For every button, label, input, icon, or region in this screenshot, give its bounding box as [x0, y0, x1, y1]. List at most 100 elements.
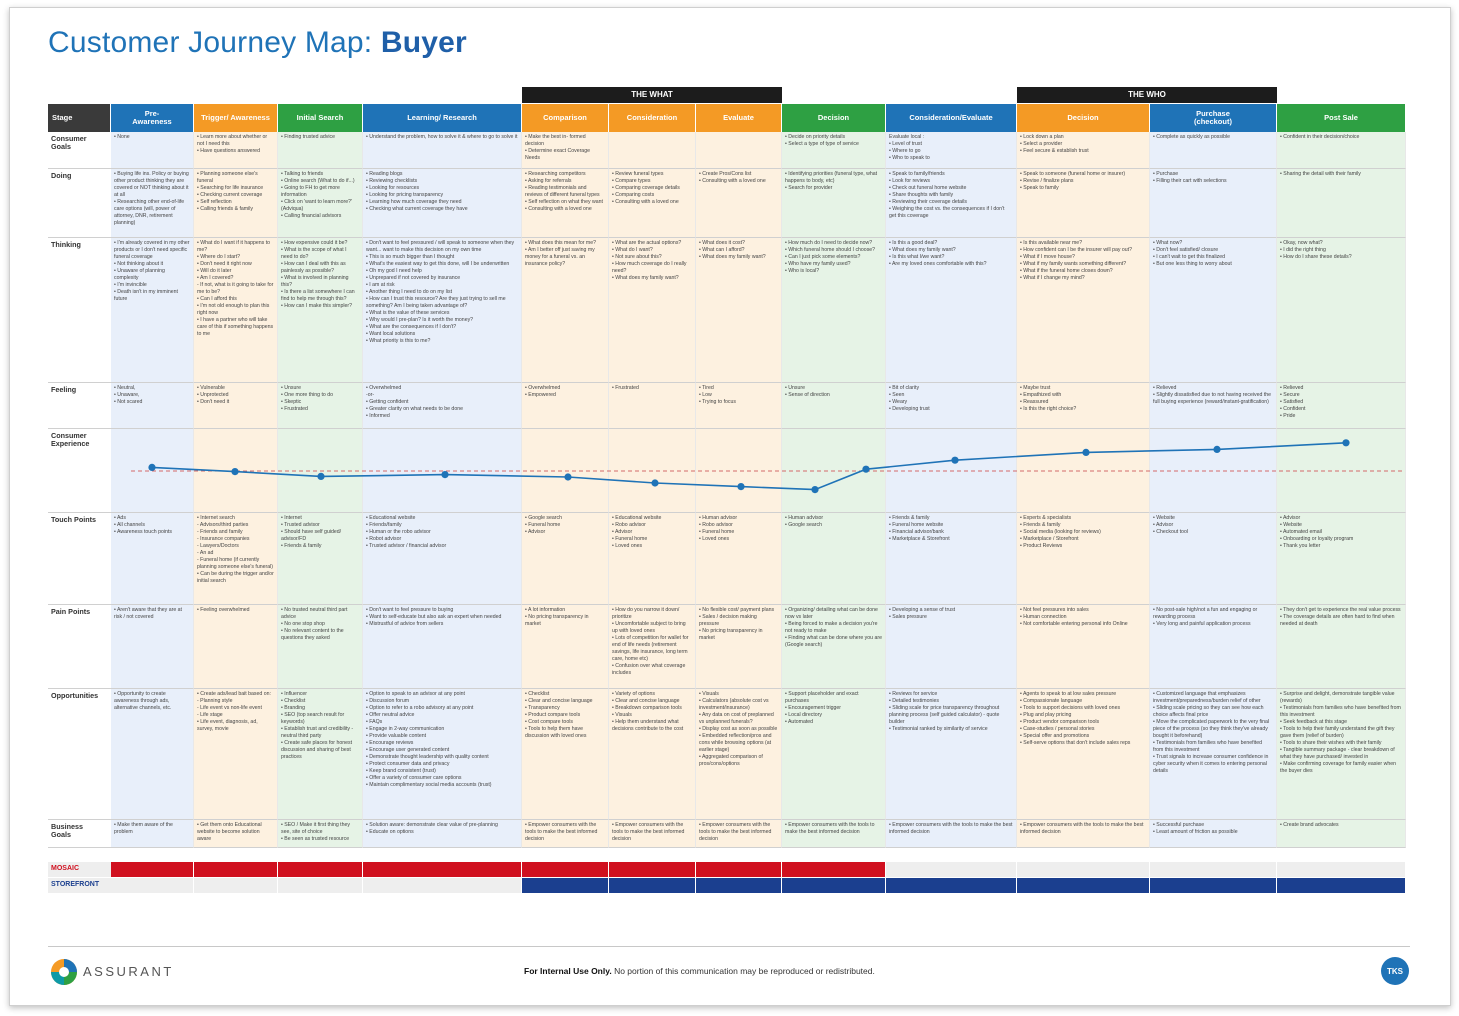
stage-pre-awareness: Pre- Awareness	[111, 104, 194, 132]
list-item: • Cost compare tools	[525, 719, 573, 725]
list-item: • Is this the right choice?	[1020, 406, 1077, 412]
list-item: • Variety of options	[612, 691, 655, 697]
list-item: • Financial advisor/bank	[889, 529, 944, 535]
list-item: • How can I make this simpler?	[281, 303, 353, 309]
list-item: • Overwhelmed	[525, 385, 561, 391]
list-item: • Weighing the cost vs. the consequences…	[889, 206, 1005, 219]
list-item: • Empower consumers with the tools to ma…	[612, 822, 685, 842]
cell: • Understand the problem, how to solve i…	[363, 132, 522, 169]
list-item: • How much do I need to decide now?	[785, 240, 873, 246]
list-item: • Empower consumers with the tools to ma…	[1020, 822, 1144, 835]
cell: • Okay, now what? • I did the right thing…	[1277, 238, 1406, 383]
list-item: • Self reflection on what they want	[525, 199, 603, 205]
list-item: • Human or the robo advisor	[366, 529, 431, 535]
list-item: • Agents to speak to at low sales pressu…	[1020, 691, 1117, 697]
list-item: • Who to speak to	[889, 155, 930, 161]
list-item: • Don't need it right now	[197, 261, 252, 267]
list-item: • Select a provider	[1020, 141, 1063, 147]
list-item: • Who is local?	[785, 268, 820, 274]
list-item: • No flexible cost/ payment plans	[699, 607, 775, 613]
list-item: • Maybe trust	[1020, 385, 1051, 391]
list-item: • Very long and painful application proc…	[1153, 621, 1251, 627]
cell: • Planning someone else's funeral • Searc…	[194, 169, 278, 238]
list-item: • The coverage details are often hard to…	[1280, 614, 1395, 627]
cell: • No post-sale high/not a fun and engagi…	[1150, 605, 1277, 689]
title-persona: Buyer	[380, 26, 467, 59]
list-item: • Human advisor	[699, 515, 738, 521]
cell: • Website • Advisor • Checkout tool	[1150, 513, 1277, 605]
list-item: Evaluate local :	[889, 134, 925, 140]
cell: • Make them aware of the problem	[111, 820, 194, 848]
list-item: • Automated	[785, 719, 814, 725]
cell: • Complete as quickly as possible	[1150, 132, 1277, 169]
cell: • How do you narrow it down/ prioritize •…	[609, 605, 696, 689]
cell: • Not feel pressures into sales • Human c…	[1017, 605, 1150, 689]
stage-consideration: Consideration	[609, 104, 696, 132]
cell: • Lock down a plan • Select a provider • F…	[1017, 132, 1150, 169]
list-item: • This is so much bigger than I thought	[366, 254, 455, 260]
list-item: • Finding trusted advice	[281, 134, 336, 140]
list-item: • Local directory	[785, 712, 822, 718]
list-item: • Another thing I need to do on my list	[366, 289, 453, 295]
list-item: • Skeptic	[281, 399, 302, 405]
list-item: • Marketplace & Storefront	[889, 536, 950, 542]
list-item: • Relieved	[1153, 385, 1177, 391]
list-item: • Customized language that emphasizes in…	[1153, 691, 1261, 704]
list-item: - Life stage	[197, 712, 223, 718]
cell: • Get them onto Educational website to b…	[194, 820, 278, 848]
list-item: • No post-sale high/not a fun and engagi…	[1153, 607, 1258, 620]
cell: • Create brand advocates	[1277, 820, 1406, 848]
list-item: • Unaware of planning complexity	[114, 268, 165, 281]
experience-point	[1082, 448, 1090, 456]
list-item: • Website	[1153, 515, 1175, 521]
cell: • Make the best in- formed decision • Det…	[522, 132, 609, 169]
list-item: • Learn more about whether or not I need…	[197, 134, 268, 147]
list-item: • Neutral,	[114, 385, 136, 391]
experience-point	[317, 472, 325, 480]
cell: • Relieved • Secure • Satisfied • Confident…	[1277, 383, 1406, 429]
list-item: • Testimonial ranked by similarity of se…	[889, 726, 988, 732]
cell: • Checklist • Clear and concise language •…	[522, 689, 609, 820]
mosaic-bar-segment	[782, 862, 886, 877]
list-item: • How confident can I be the insurer wil…	[1020, 247, 1132, 253]
list-item: • Friends/family	[366, 522, 402, 528]
experience-point	[651, 479, 659, 487]
list-item: • Feel secure & establish trust	[1020, 148, 1089, 154]
cell: • Aren't aware that they are at risk / n…	[111, 605, 194, 689]
list-item: • Empower consumers with the tools to ma…	[699, 822, 772, 842]
list-item: • Product Reviews	[1020, 543, 1063, 549]
mosaic-bar-segment	[278, 862, 363, 877]
list-item: • Sharing the detail with their family	[1280, 171, 1361, 177]
list-item: • What are the actual options?	[612, 240, 682, 246]
list-item: • Have questions answered	[197, 148, 260, 154]
list-item: • Trust signals to increase consumer con…	[1153, 754, 1269, 774]
list-item: • Provide valuable content	[366, 733, 427, 739]
list-item: • I'm already covered in my other produc…	[114, 240, 190, 260]
list-item: • Ads	[114, 515, 126, 521]
cell: • Option to speak to an advisor at any p…	[363, 689, 522, 820]
list-item: • Can I just pick some elements?	[785, 254, 861, 260]
storefront-bar-segment	[782, 878, 886, 893]
list-item: • Engage in 2-way communication	[366, 726, 445, 732]
list-item: • Talking to friends	[281, 171, 324, 177]
list-item: • SEO / Make it first thing they see, si…	[281, 822, 350, 835]
list-item: • SEO (top search result for keywords)	[281, 712, 345, 725]
list-item: • They don't get to experience the real …	[1280, 607, 1401, 613]
list-item: • What does this mean for me?	[525, 240, 597, 246]
list-item: • Organizing/ detailing what can be done…	[785, 607, 878, 620]
list-item: • Successful purchase	[1153, 822, 1205, 828]
cell: • How expensive could it be? • What is th…	[278, 238, 363, 383]
list-item: • Sliding scale for price transparency t…	[889, 705, 1000, 725]
row-label-doing: Doing	[48, 169, 111, 238]
stage-initial-search: Initial Search	[278, 104, 363, 132]
band-the-what: THE WHAT	[522, 87, 782, 103]
storefront-label: STOREFRONT	[48, 878, 111, 893]
list-item: • Protect consumer data and privacy	[366, 761, 450, 767]
list-item: • But one less thing to worry about	[1153, 261, 1232, 267]
list-item: • Not feel pressures into sales	[1020, 607, 1089, 613]
list-item: • Calling friends & family	[197, 206, 254, 212]
list-item: • Consulting with a loved one	[525, 206, 592, 212]
cell: • Educational website • Friends/family • H…	[363, 513, 522, 605]
cell: • Empower consumers with the tools to ma…	[1017, 820, 1150, 848]
cell	[609, 132, 696, 169]
